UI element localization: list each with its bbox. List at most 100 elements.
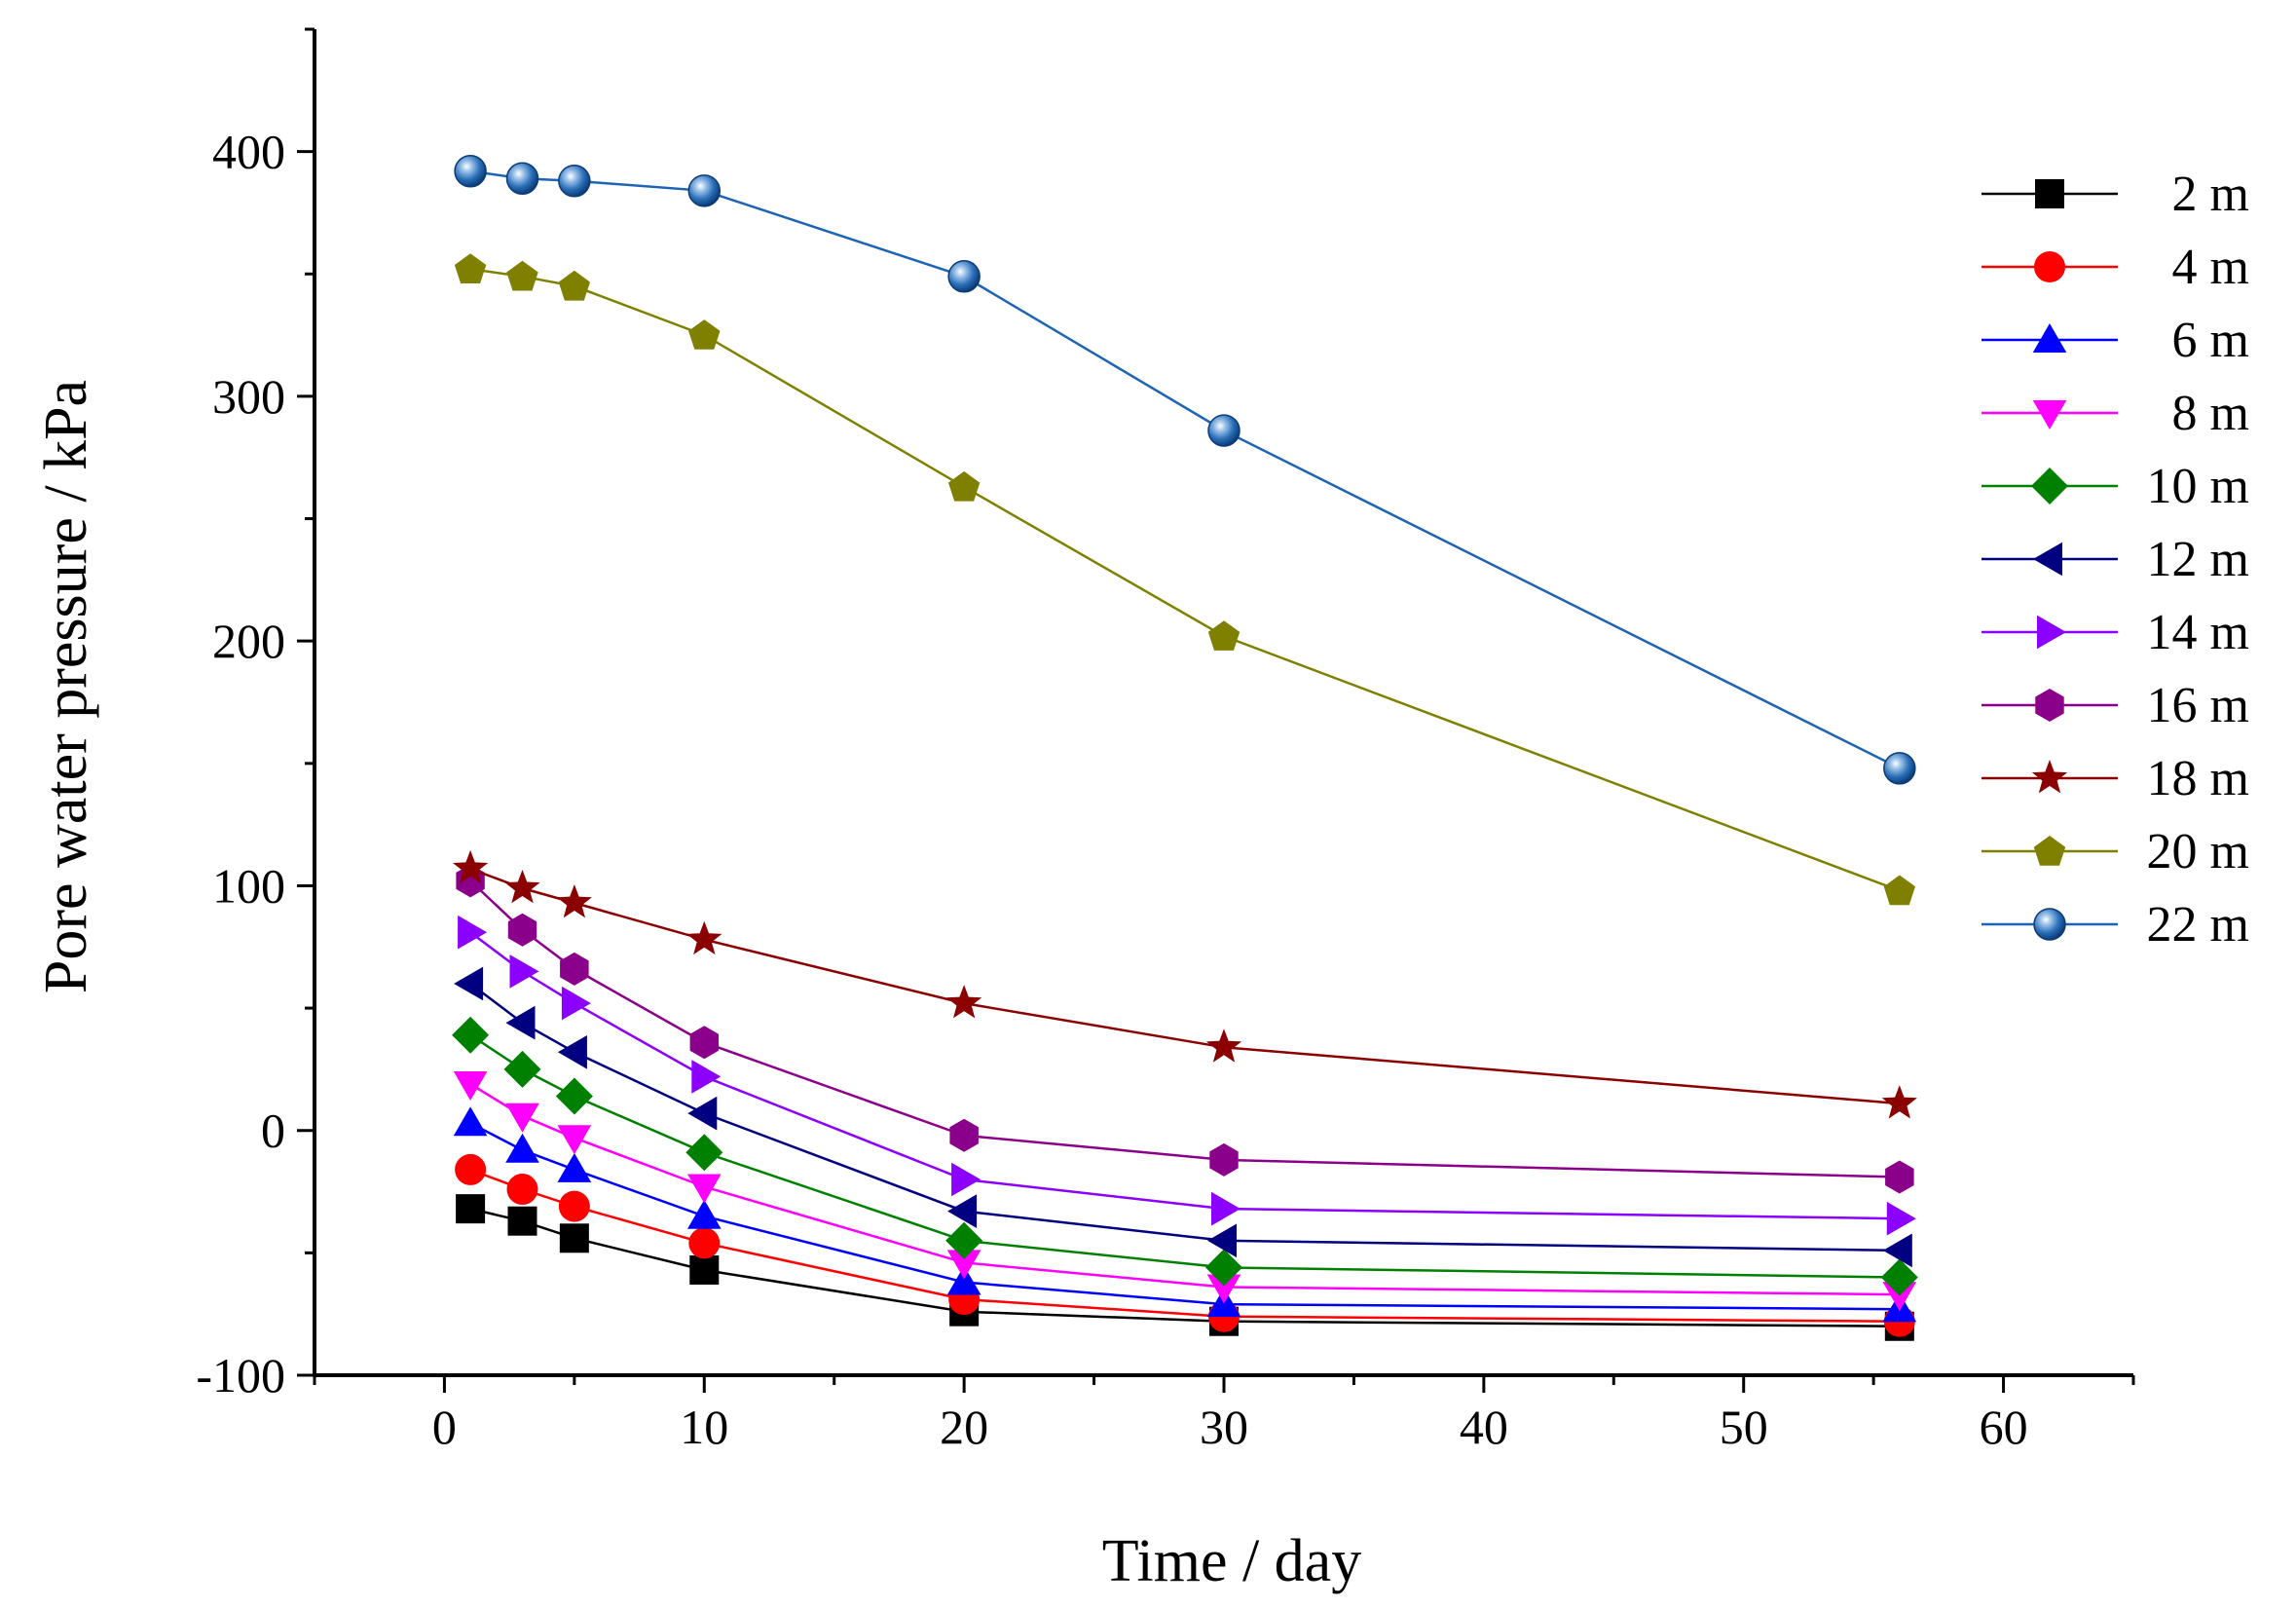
legend-marker <box>2031 467 2068 505</box>
data-point-2m <box>507 1206 537 1236</box>
y-tick-label: 400 <box>212 125 285 179</box>
x-ticks: 0 10 20 30 40 50 60 <box>313 1375 2135 1454</box>
legend-marker <box>2033 836 2066 866</box>
legend-marker <box>2037 615 2066 650</box>
legend-label: 18 m <box>2147 751 2249 806</box>
data-point-16m <box>507 913 537 947</box>
data-point-22m <box>687 174 722 207</box>
data-point-20m <box>454 253 487 283</box>
data-point-20m <box>1883 875 1915 906</box>
legend-marker <box>2031 760 2068 794</box>
series-line-18m <box>469 867 1900 1105</box>
data-point-8m <box>1206 1274 1241 1304</box>
legend-item-2m: 2 m <box>1981 167 2249 222</box>
series-8m <box>453 1071 1917 1312</box>
legend-label: 12 m <box>2147 532 2249 587</box>
series-line-4m <box>469 1168 1900 1323</box>
legend-marker <box>2033 542 2062 577</box>
legend-marker <box>2034 251 2065 282</box>
data-point-14m <box>691 1060 722 1094</box>
legend-item-18m: 18 m <box>1981 751 2249 806</box>
data-point-20m <box>688 319 721 350</box>
legend-marker <box>2033 908 2066 941</box>
y-tick-label: 100 <box>212 858 285 913</box>
data-point-22m <box>454 154 487 188</box>
series-line-22m <box>469 169 1901 769</box>
series-10m <box>452 1016 1918 1296</box>
x-tick-label: 20 <box>940 1400 988 1454</box>
data-point-22m <box>947 260 981 293</box>
data-point-8m <box>557 1125 592 1155</box>
data-point-16m <box>1885 1160 1914 1194</box>
x-axis-title: Time / day <box>1102 1528 1361 1594</box>
data-point-14m <box>561 986 591 1021</box>
data-point-10m <box>1205 1249 1242 1287</box>
data-point-18m <box>556 884 592 918</box>
data-point-10m <box>945 1221 983 1259</box>
data-point-10m <box>452 1016 490 1054</box>
y-axis-title: Pore water pressure / kPa <box>33 380 99 993</box>
x-tick-label: 10 <box>680 1400 728 1454</box>
legend-label: 2 m <box>2172 167 2249 222</box>
data-point-14m <box>509 954 539 989</box>
data-point-16m <box>949 1118 979 1152</box>
legend-item-16m: 16 m <box>1981 678 2249 733</box>
data-point-14m <box>458 915 488 950</box>
data-point-8m <box>453 1071 488 1101</box>
data-point-12m <box>505 1005 536 1040</box>
legend: 2 m 4 m 6 m 8 m 10 m 12 m 14 m 16 m 18 m 20 m 22 m <box>1981 167 2249 953</box>
data-point-18m <box>1881 1085 1917 1119</box>
legend-label: 6 m <box>2172 313 2249 368</box>
legend-item-12m: 12 m <box>1981 532 2249 587</box>
series-22m <box>454 154 1916 785</box>
legend-label: 10 m <box>2147 459 2249 514</box>
data-point-8m <box>1882 1282 1917 1312</box>
series-20m <box>454 253 1915 906</box>
data-point-14m <box>1886 1201 1916 1236</box>
x-tick-label: 30 <box>1200 1400 1248 1454</box>
data-point-20m <box>948 470 981 502</box>
data-point-6m <box>505 1133 539 1163</box>
data-point-12m <box>1207 1223 1237 1258</box>
data-point-6m <box>946 1265 981 1295</box>
data-point-20m <box>506 260 538 291</box>
data-point-12m <box>557 1035 587 1069</box>
legend-item-6m: 6 m <box>1981 313 2249 368</box>
data-point-4m <box>688 1227 721 1259</box>
data-point-4m <box>506 1174 538 1206</box>
data-point-16m <box>560 952 589 986</box>
data-point-22m <box>1207 414 1241 447</box>
legend-label: 20 m <box>2147 824 2249 879</box>
data-point-18m <box>1205 1028 1242 1063</box>
legend-item-22m: 22 m <box>1981 897 2249 953</box>
series-14m <box>458 915 1916 1236</box>
legend-item-4m: 4 m <box>1981 240 2249 295</box>
data-point-18m <box>504 870 540 904</box>
x-tick-label: 50 <box>1720 1400 1768 1454</box>
series-layer <box>452 154 1918 1341</box>
data-point-6m <box>557 1152 592 1182</box>
x-tick-label: 40 <box>1460 1400 1508 1454</box>
data-point-20m <box>1207 620 1241 651</box>
data-point-12m <box>454 966 484 1001</box>
data-point-2m <box>456 1194 486 1224</box>
data-point-22m <box>1883 752 1916 785</box>
data-point-16m <box>689 1026 719 1060</box>
data-point-10m <box>685 1134 723 1172</box>
data-point-12m <box>687 1096 718 1131</box>
data-point-8m <box>505 1103 539 1133</box>
data-point-20m <box>558 270 590 301</box>
data-point-4m <box>455 1153 487 1185</box>
legend-item-20m: 20 m <box>1981 824 2249 879</box>
data-point-10m <box>555 1077 593 1115</box>
data-point-10m <box>1880 1258 1918 1296</box>
legend-marker <box>2032 400 2067 430</box>
data-point-22m <box>558 165 591 198</box>
legend-marker <box>2035 689 2064 722</box>
data-point-2m <box>689 1254 720 1285</box>
y-tick-label: 300 <box>212 369 285 424</box>
data-point-12m <box>947 1194 978 1228</box>
legend-label: 4 m <box>2172 240 2249 295</box>
data-point-16m <box>1209 1142 1239 1177</box>
